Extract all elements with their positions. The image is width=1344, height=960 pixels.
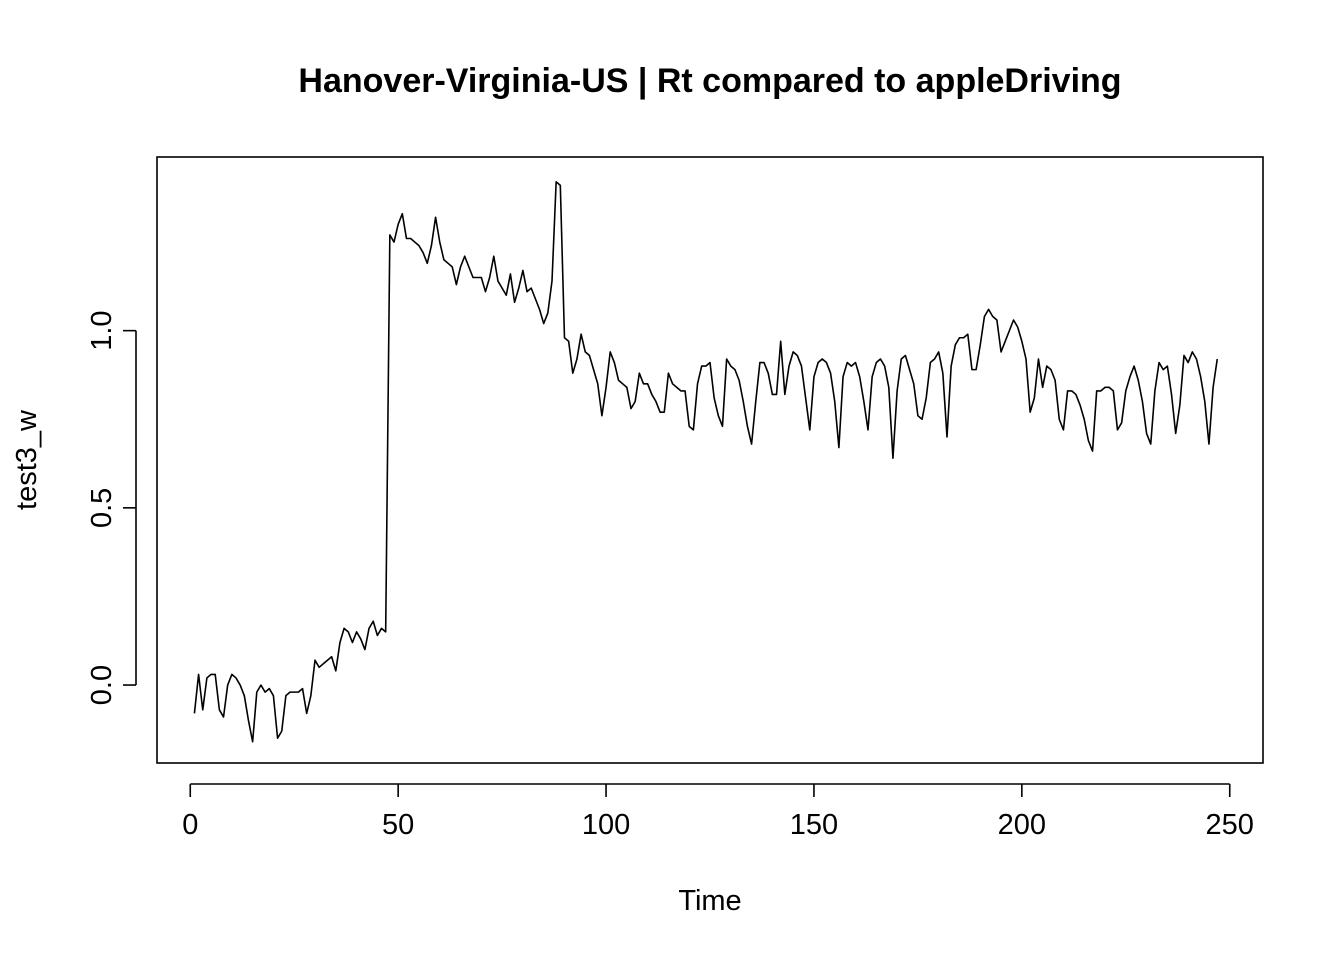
chart-title: Hanover-Virginia-US | Rt compared to app…	[298, 62, 1121, 100]
x-tick-label: 150	[790, 809, 838, 841]
plot-frame	[156, 156, 1264, 764]
x-tick-label: 250	[1206, 809, 1254, 841]
y-axis: 0.0 0.5 1.0	[86, 310, 137, 705]
y-tick-label: 1.0	[86, 310, 118, 350]
y-tick-label: 0.5	[86, 488, 118, 528]
x-axis-label: Time	[678, 885, 741, 917]
x-tick-label: 100	[582, 809, 630, 841]
x-tick-label: 50	[382, 809, 414, 841]
x-axis: 0 50 100 150 200 250	[182, 783, 1254, 841]
x-tick-label: 0	[182, 809, 198, 841]
y-tick-label: 0.0	[86, 665, 118, 705]
series-line	[193, 181, 1219, 743]
y-axis-label: test3_w	[11, 409, 43, 510]
x-tick-label: 200	[998, 809, 1046, 841]
